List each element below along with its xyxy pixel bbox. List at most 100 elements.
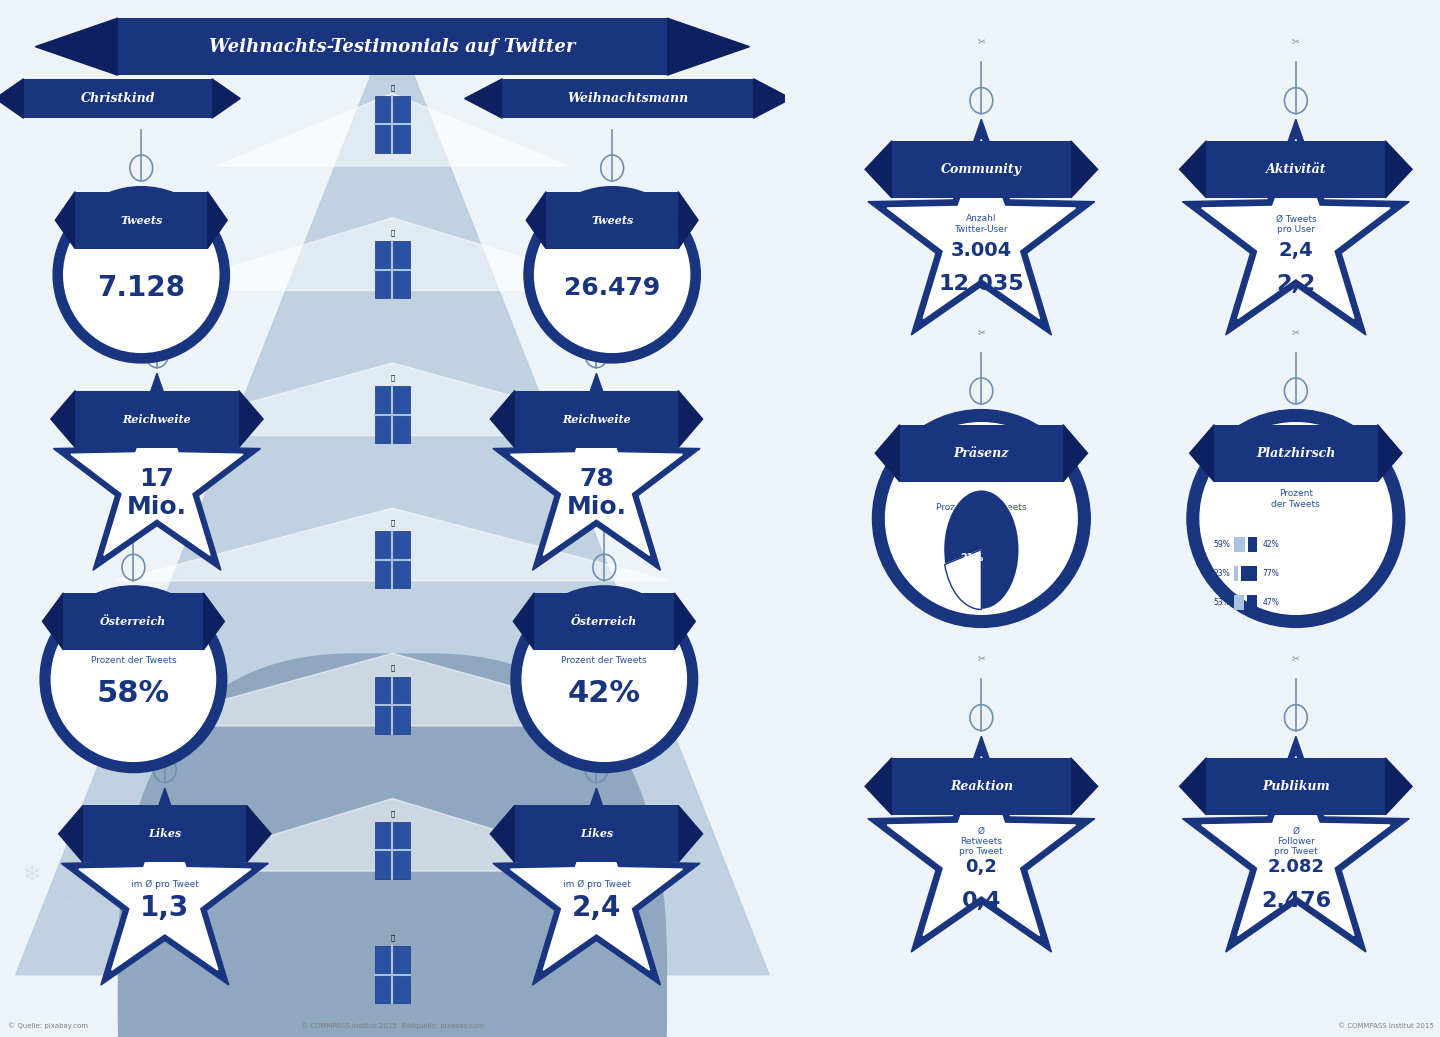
Ellipse shape	[1200, 423, 1391, 614]
Text: Prozent der Tweets: Prozent der Tweets	[91, 656, 176, 665]
Text: 26.479: 26.479	[564, 276, 661, 300]
Polygon shape	[1071, 141, 1097, 198]
Text: ✂: ✂	[130, 503, 137, 513]
FancyBboxPatch shape	[84, 806, 246, 863]
Text: ✂: ✂	[137, 104, 145, 114]
Text: Prozent
der Tweets: Prozent der Tweets	[1272, 489, 1320, 508]
FancyBboxPatch shape	[503, 79, 753, 118]
Polygon shape	[0, 79, 23, 118]
Polygon shape	[868, 119, 1094, 335]
FancyBboxPatch shape	[1207, 758, 1385, 815]
Polygon shape	[79, 807, 251, 971]
Text: 🎀: 🎀	[390, 520, 395, 526]
Text: 🎀: 🎀	[390, 934, 395, 942]
Polygon shape	[1179, 758, 1207, 815]
FancyBboxPatch shape	[1247, 595, 1257, 610]
Text: ❄: ❄	[101, 928, 120, 948]
Text: © COMMPASS Institut 2015: © COMMPASS Institut 2015	[1338, 1022, 1433, 1029]
Text: ✂: ✂	[978, 36, 985, 47]
FancyBboxPatch shape	[118, 18, 667, 76]
FancyBboxPatch shape	[374, 386, 410, 444]
Text: 23%: 23%	[1214, 569, 1230, 578]
Text: Platzhirsch: Platzhirsch	[1256, 447, 1335, 459]
Text: ❄: ❄	[22, 866, 40, 886]
Ellipse shape	[534, 197, 690, 353]
Ellipse shape	[63, 197, 219, 353]
Text: 47%: 47%	[1263, 598, 1280, 607]
Text: 53%: 53%	[1214, 598, 1230, 607]
Text: 🎀: 🎀	[390, 665, 395, 672]
Text: 77%: 77%	[1263, 569, 1280, 578]
Polygon shape	[678, 806, 703, 863]
Ellipse shape	[511, 586, 697, 773]
Polygon shape	[36, 18, 118, 76]
Polygon shape	[128, 653, 657, 726]
Text: 3.004: 3.004	[950, 241, 1012, 260]
Polygon shape	[62, 788, 268, 985]
Polygon shape	[203, 593, 225, 650]
Polygon shape	[868, 736, 1094, 952]
FancyBboxPatch shape	[546, 192, 678, 249]
Text: Publikum: Publikum	[1261, 780, 1329, 793]
FancyBboxPatch shape	[75, 391, 239, 448]
FancyBboxPatch shape	[374, 677, 410, 734]
Text: ❄: ❄	[62, 897, 81, 917]
Ellipse shape	[40, 586, 226, 773]
Ellipse shape	[873, 410, 1090, 627]
Polygon shape	[678, 192, 698, 249]
Text: 21%: 21%	[960, 553, 984, 563]
Text: 7.128: 7.128	[98, 274, 186, 302]
Text: 2,4: 2,4	[572, 894, 621, 922]
Polygon shape	[16, 21, 769, 975]
Polygon shape	[526, 192, 546, 249]
FancyBboxPatch shape	[514, 391, 678, 448]
Polygon shape	[678, 391, 703, 448]
Polygon shape	[490, 391, 514, 448]
Polygon shape	[511, 392, 683, 556]
Polygon shape	[71, 392, 243, 556]
Polygon shape	[865, 141, 891, 198]
FancyBboxPatch shape	[75, 192, 207, 249]
Polygon shape	[55, 192, 75, 249]
FancyBboxPatch shape	[900, 425, 1063, 481]
Text: 0,4: 0,4	[962, 891, 1001, 910]
Text: 2,4: 2,4	[1279, 241, 1313, 260]
FancyBboxPatch shape	[374, 95, 410, 152]
FancyBboxPatch shape	[1234, 566, 1238, 581]
Ellipse shape	[523, 597, 687, 761]
Text: im Ø pro Tweet: im Ø pro Tweet	[131, 879, 199, 889]
Text: Ø Tweets
pro User: Ø Tweets pro User	[1276, 215, 1316, 234]
Polygon shape	[246, 806, 271, 863]
Text: Reichweite: Reichweite	[122, 414, 192, 424]
Wedge shape	[945, 550, 982, 610]
Polygon shape	[239, 391, 264, 448]
Text: ✂: ✂	[1292, 327, 1300, 337]
Text: © COMMPASS Institut 2015  Bildquelle: pixabay.com: © COMMPASS Institut 2015 Bildquelle: pix…	[301, 1022, 484, 1029]
Polygon shape	[117, 508, 668, 581]
Text: Reaktion: Reaktion	[950, 780, 1012, 793]
Text: 78
Mio.: 78 Mio.	[566, 468, 626, 518]
Polygon shape	[492, 788, 700, 985]
Polygon shape	[490, 806, 514, 863]
Polygon shape	[465, 79, 503, 118]
Text: Österreich: Österreich	[101, 616, 167, 627]
Polygon shape	[1202, 140, 1390, 318]
Polygon shape	[887, 140, 1076, 318]
Text: © Quelle: pixabay.com: © Quelle: pixabay.com	[7, 1022, 88, 1029]
Text: 2.476: 2.476	[1261, 891, 1331, 910]
Polygon shape	[511, 807, 683, 971]
FancyBboxPatch shape	[1241, 566, 1257, 581]
Polygon shape	[1385, 758, 1413, 815]
FancyBboxPatch shape	[1234, 537, 1246, 552]
FancyBboxPatch shape	[63, 593, 203, 650]
Text: 2,2: 2,2	[1276, 274, 1315, 293]
Polygon shape	[753, 79, 791, 118]
FancyBboxPatch shape	[374, 531, 410, 589]
Ellipse shape	[52, 597, 216, 761]
Text: 1,3: 1,3	[140, 894, 190, 922]
Text: Reichweite: Reichweite	[562, 414, 631, 424]
Text: 17
Mio.: 17 Mio.	[127, 468, 187, 518]
Polygon shape	[207, 192, 228, 249]
Polygon shape	[1378, 425, 1403, 481]
Text: ✂: ✂	[608, 104, 616, 114]
